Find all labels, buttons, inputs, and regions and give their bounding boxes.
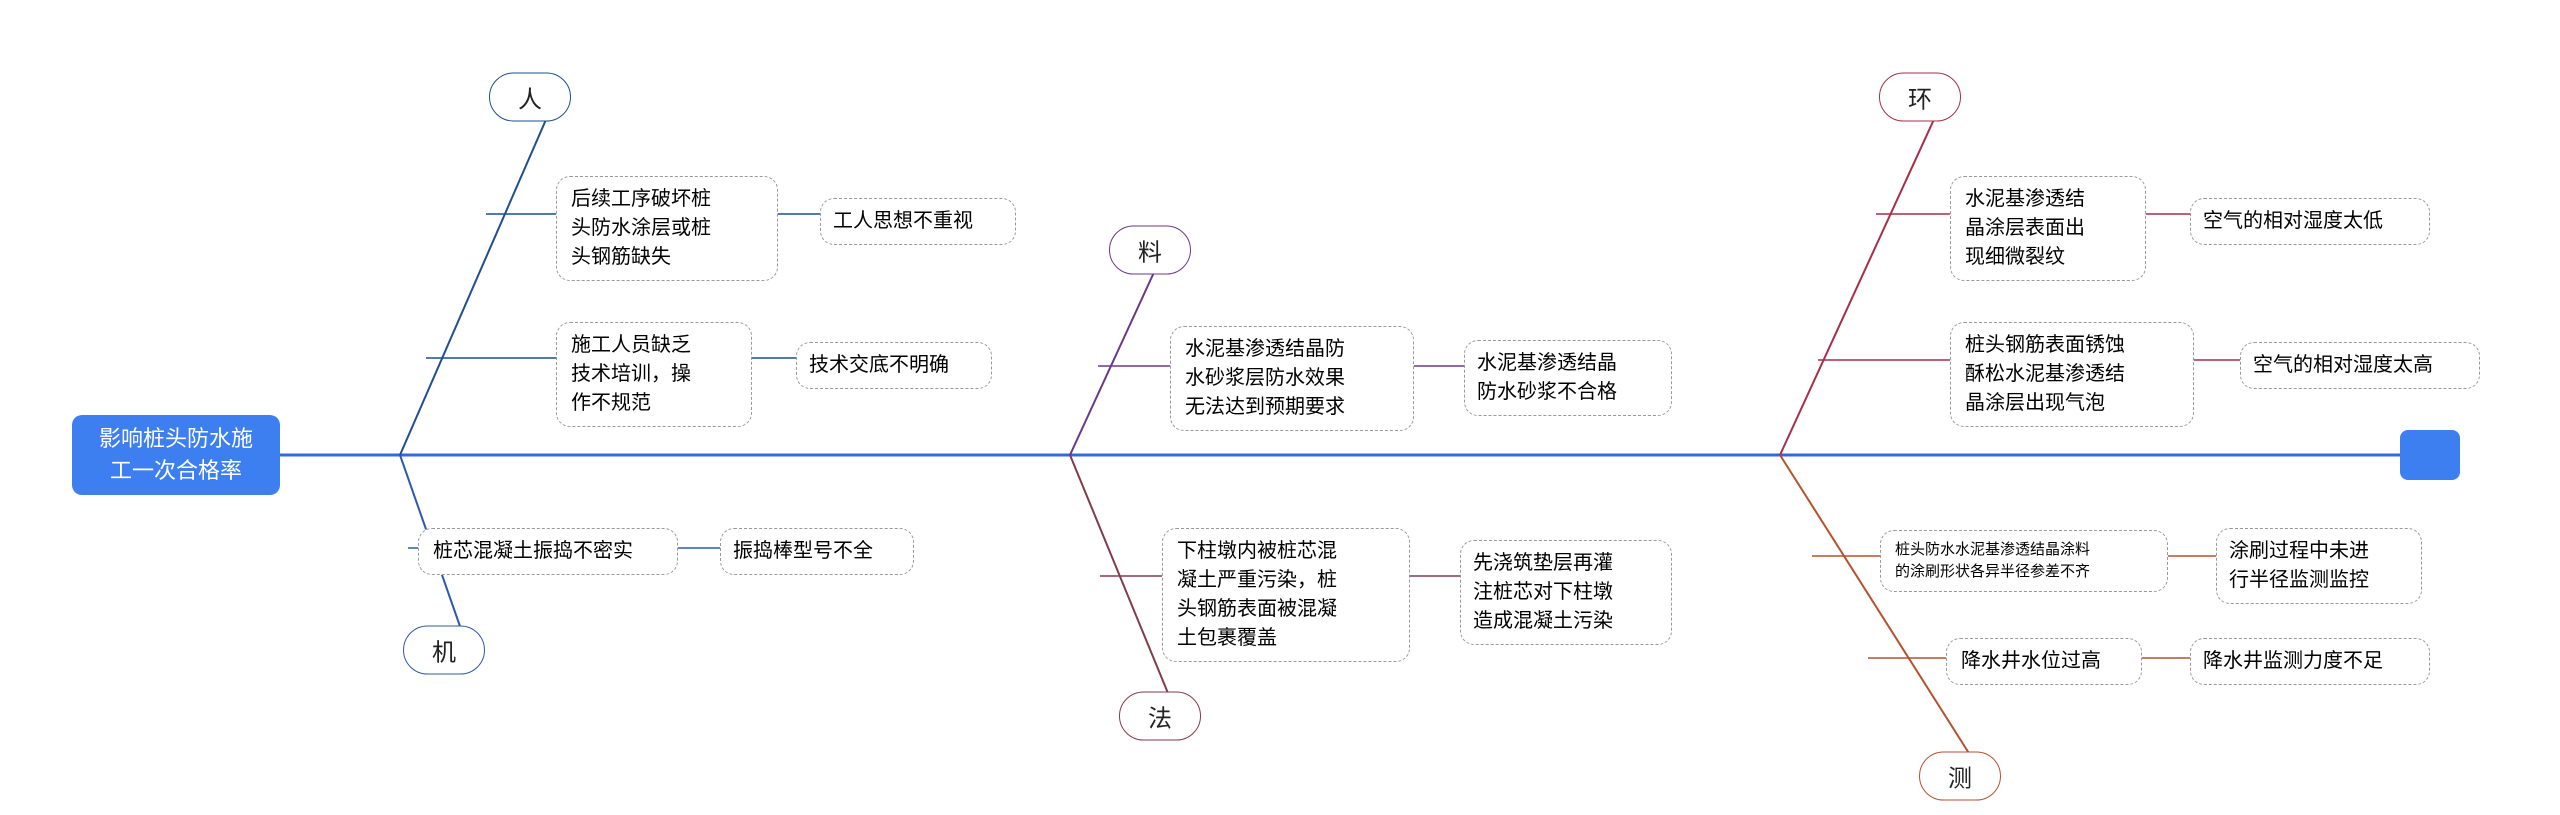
fishbone-head: 影响桩头防水施工一次合格率	[72, 415, 280, 495]
cause-ren-1: 施工人员缺乏技术培训，操作不规范	[556, 322, 752, 427]
category-liao: 料	[1109, 226, 1191, 275]
subcause-huan-0: 空气的相对湿度太低	[2190, 198, 2430, 245]
cause-ce-0: 桩头防水水泥基渗透结晶涂料的涂刷形状各异半径参差不齐	[1880, 530, 2168, 592]
fishbone-canvas: 影响桩头防水施工一次合格率 人后续工序破坏桩头防水涂层或桩头钢筋缺失工人思想不重视…	[0, 0, 2560, 815]
subcause-ce-1: 降水井监测力度不足	[2190, 638, 2430, 685]
category-fa: 法	[1119, 692, 1201, 741]
cause-huan-0: 水泥基渗透结晶涂层表面出现细微裂纹	[1950, 176, 2146, 281]
subcause-fa-0: 先浇筑垫层再灌注桩芯对下柱墩造成混凝土污染	[1460, 540, 1672, 645]
category-ce: 测	[1919, 752, 2001, 801]
subcause-ren-1: 技术交底不明确	[796, 342, 992, 389]
subcause-huan-1: 空气的相对湿度太高	[2240, 342, 2480, 389]
subcause-liao-0: 水泥基渗透结晶防水砂浆不合格	[1464, 340, 1672, 416]
fishbone-tail	[2400, 430, 2460, 480]
category-ji: 机	[403, 626, 485, 675]
cause-ren-0: 后续工序破坏桩头防水涂层或桩头钢筋缺失	[556, 176, 778, 281]
cause-huan-1: 桩头钢筋表面锈蚀酥松水泥基渗透结晶涂层出现气泡	[1950, 322, 2194, 427]
cause-fa-0: 下柱墩内被桩芯混凝土严重污染，桩头钢筋表面被混凝土包裹覆盖	[1162, 528, 1410, 662]
subcause-ji-0: 振捣棒型号不全	[720, 528, 914, 575]
cause-ji-0: 桩芯混凝土振捣不密实	[418, 528, 678, 575]
category-ren: 人	[489, 73, 571, 122]
subcause-ce-0: 涂刷过程中未进行半径监测监控	[2216, 528, 2422, 604]
subcause-ren-0: 工人思想不重视	[820, 198, 1016, 245]
category-huan: 环	[1879, 73, 1961, 122]
cause-liao-0: 水泥基渗透结晶防水砂浆层防水效果无法达到预期要求	[1170, 326, 1414, 431]
cause-ce-1: 降水井水位过高	[1946, 638, 2142, 685]
